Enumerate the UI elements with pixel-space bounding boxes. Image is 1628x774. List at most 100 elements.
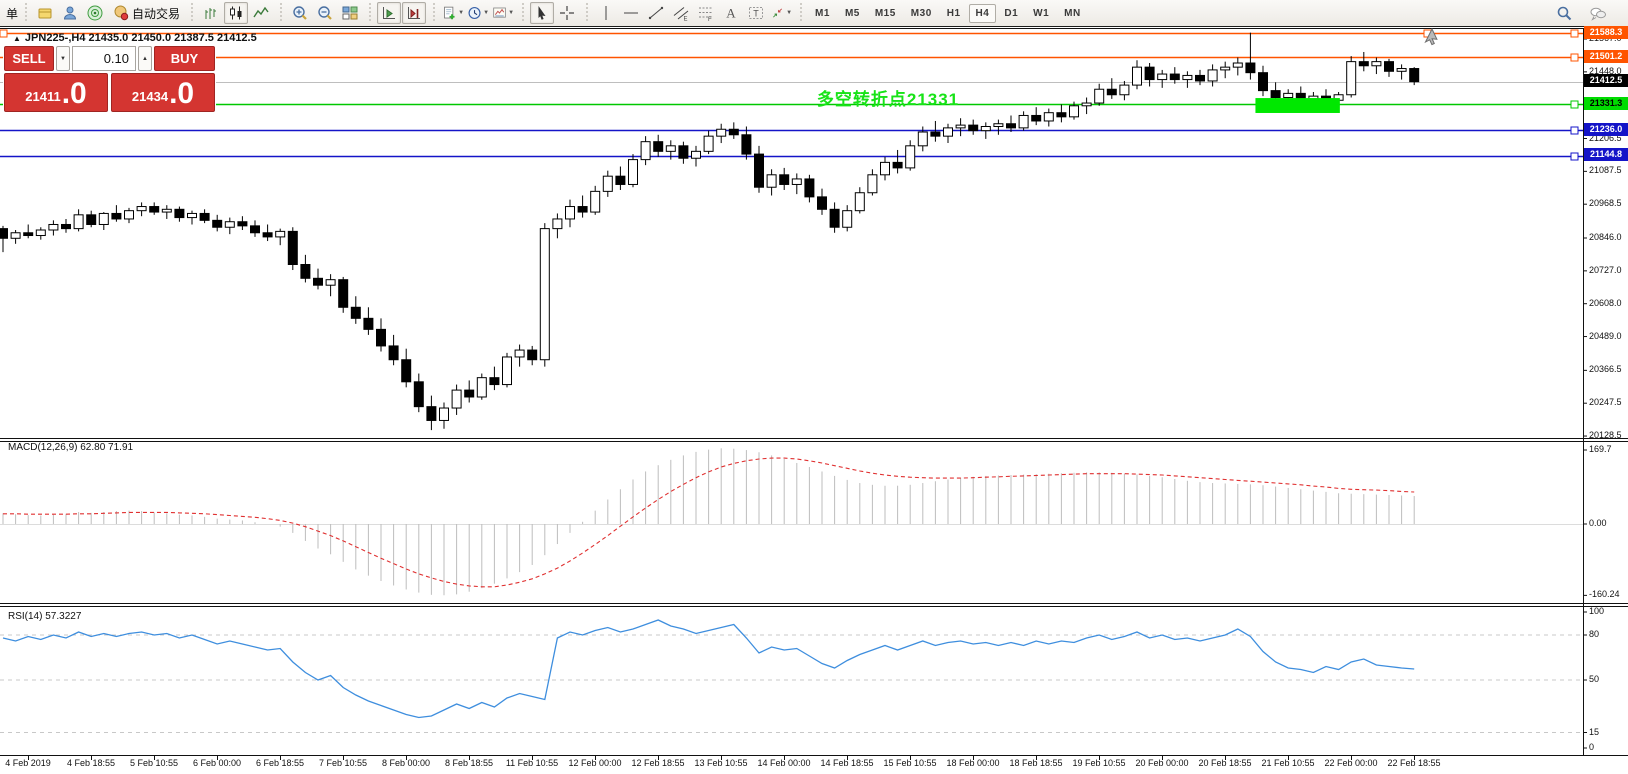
candle-body (1144, 66, 1155, 81)
chart-window[interactable]: ▲ JPN225-,H4 21435.0 21450.0 21387.5 2141… (0, 25, 1628, 774)
mouse-cursor-icon (1424, 28, 1438, 46)
date-label: 19 Feb 10:55 (1072, 758, 1126, 768)
chart-shift-button[interactable] (402, 2, 427, 24)
accounts-button[interactable] (58, 2, 82, 24)
line-handle-icon[interactable] (1570, 100, 1579, 109)
timeframe-m30-button[interactable]: M30 (910, 7, 932, 19)
line-handle-icon[interactable] (0, 29, 8, 38)
new-order-button[interactable] (33, 2, 57, 24)
bar-chart-button[interactable] (199, 2, 223, 24)
autoscroll-icon (383, 7, 396, 19)
candle-body (930, 131, 941, 137)
chart-canvas[interactable] (0, 28, 1628, 774)
volume-up-button[interactable]: ▲ (138, 46, 152, 71)
date-label: 4 Feb 2019 (5, 758, 51, 768)
candle-body (401, 359, 412, 383)
text-label-button[interactable]: T (744, 2, 768, 24)
candlestick-chart-button[interactable] (224, 2, 249, 24)
horizontal-line-button[interactable] (619, 2, 643, 24)
candle-body (1069, 105, 1079, 118)
candle-body (124, 210, 134, 220)
volume-down-button[interactable]: ▼ (56, 46, 70, 71)
line-handle-icon[interactable] (1570, 126, 1579, 135)
price-tick-label: 20489.0 (1589, 330, 1622, 341)
collapse-panel-icon[interactable]: ▲ (13, 34, 21, 43)
fibonacci-button[interactable]: F (694, 2, 718, 24)
auto-scroll-button[interactable] (377, 2, 402, 24)
timeframe-d1-button[interactable]: D1 (1004, 7, 1019, 19)
crosshair-button[interactable] (555, 2, 579, 24)
timeframe-m1-button[interactable]: M1 (815, 7, 830, 19)
timeframe-h1-button[interactable]: H1 (946, 7, 961, 19)
annotation-text[interactable]: 多空转折点21331 (816, 90, 960, 109)
line-handle-icon[interactable] (1570, 29, 1579, 38)
date-label: 8 Feb 00:00 (381, 758, 431, 768)
candle-body (867, 174, 878, 194)
price-badge: 21588.3 (1584, 25, 1628, 39)
date-label: 11 Feb 10:55 (505, 758, 559, 768)
equidistant-channel-button[interactable]: E (669, 2, 693, 24)
candle-body (527, 349, 538, 361)
hline-icon (624, 12, 639, 14)
candle-body (237, 221, 248, 227)
periods-button[interactable]: ▼ (466, 2, 490, 24)
timeframe-w1-button[interactable]: W1 (1033, 7, 1050, 19)
timeframe-m5-button[interactable]: M5 (844, 7, 860, 19)
trendline-button[interactable] (644, 2, 668, 24)
candle-body (590, 190, 601, 213)
price-tick-label: 20846.0 (1589, 232, 1622, 242)
date-label: 21 Feb 10:55 (1261, 758, 1315, 768)
rsi-tick-label: 0 (1589, 742, 1595, 752)
cursor-icon (538, 6, 546, 20)
price-tick-label: 20247.5 (1589, 397, 1622, 408)
signals-button[interactable] (83, 2, 107, 24)
price-tick-label: 20608.0 (1589, 297, 1622, 308)
zoom-in-icon (293, 6, 307, 20)
line-handle-icon[interactable] (1570, 53, 1579, 62)
volume-input[interactable]: 0.10 (72, 46, 136, 71)
sell-price-button[interactable]: 21411.0 (4, 73, 108, 112)
cursor-button[interactable] (530, 2, 555, 24)
sell-button[interactable]: SELL (4, 46, 54, 71)
price-badge: 21501.2 (1584, 49, 1628, 63)
macd-tick-label: 169.7 (1589, 444, 1612, 454)
order-menu-label[interactable]: 单 (6, 6, 19, 21)
highlight-rectangle[interactable] (1255, 98, 1340, 113)
date-label: 7 Feb 10:55 (318, 758, 368, 768)
line-chart-button[interactable] (249, 2, 273, 24)
candle-body (388, 345, 399, 361)
zoom-in-button[interactable] (288, 2, 312, 24)
candle-body (854, 192, 865, 212)
arrows-button[interactable]: ▼ (769, 2, 793, 24)
zoom-out-button[interactable] (313, 2, 337, 24)
search-button[interactable] (1552, 2, 1576, 24)
vertical-line-button[interactable] (594, 2, 618, 24)
date-label: 22 Feb 18:55 (1387, 758, 1441, 768)
candle-body (86, 214, 97, 225)
date-label: 18 Feb 00:00 (946, 758, 1000, 768)
date-label: 14 Feb 18:55 (820, 758, 874, 768)
price-badge: 21236.0 (1584, 122, 1628, 136)
timeframe-mn-button[interactable]: MN (1064, 7, 1081, 19)
timeframe-h4-button[interactable]: H4 (968, 3, 997, 23)
candle-body (665, 145, 676, 152)
text-button[interactable]: A (719, 2, 743, 24)
rsi-tick-label: 15 (1589, 726, 1600, 737)
indicators-button[interactable]: ▼ (441, 2, 465, 24)
candle-body (61, 223, 71, 230)
buy-button[interactable]: BUY (154, 46, 215, 71)
date-label: 15 Feb 10:55 (883, 758, 937, 768)
line-handle-icon[interactable] (1570, 152, 1579, 161)
auto-trading-button[interactable]: 自动交易 (108, 2, 184, 24)
chat-button[interactable] (1586, 2, 1610, 24)
timeframe-m15-button[interactable]: M15 (874, 7, 896, 19)
toolbar-separator (584, 3, 590, 23)
templates-button[interactable]: ▼ (491, 2, 515, 24)
top-toolbar: 单 自动交易 ▼ ▼ ▼ E F A T ▼ M1 M5 M15 M30 H1 H4 D1 W1 MN (0, 0, 1628, 27)
candle-body (980, 125, 991, 132)
buy-price-button[interactable]: 21434.0 (111, 73, 215, 112)
candle-body (791, 178, 802, 185)
candle-body (1119, 84, 1130, 96)
tile-windows-button[interactable] (338, 2, 362, 24)
price-tick-label: 21448.0 (1589, 65, 1622, 76)
